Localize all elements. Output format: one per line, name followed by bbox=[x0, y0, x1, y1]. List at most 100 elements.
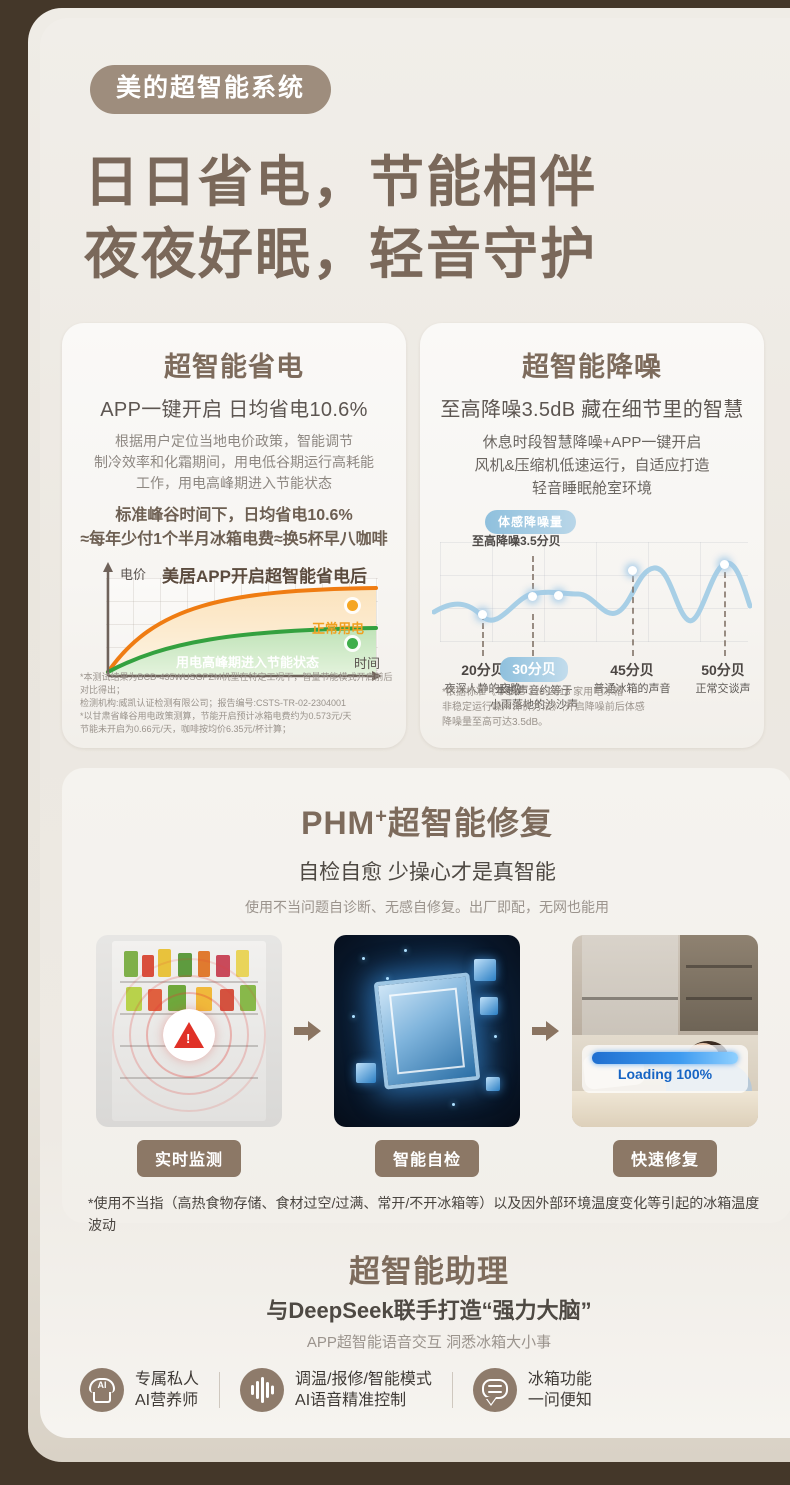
noise-tick-2 bbox=[532, 556, 534, 598]
card-power-saving: 超智能省电 APP一键开启 日均省电10.6% 根据用户定位当地电价政策，智能调… bbox=[62, 323, 406, 748]
feature-divider-1 bbox=[219, 1372, 221, 1408]
loading-label: Loading 100% bbox=[617, 1066, 713, 1082]
card-power-title: 超智能省电 bbox=[164, 352, 304, 382]
card-noise-subtitle: 至高降噪3.5dB 藏在细节里的智慧 bbox=[440, 399, 744, 421]
chart-y-label: 电价 bbox=[120, 567, 147, 582]
card-power-highlight: 标准峰谷时间下，日均省电10.6% ≈每年少付1个半月冰箱电费≈换5杯早八咖啡 bbox=[62, 504, 406, 552]
noise-value-3: 50分贝 bbox=[701, 662, 745, 678]
noise-tick-3 bbox=[532, 614, 534, 656]
noise-label-0: 20分贝 夜深人静的夜晚 bbox=[435, 660, 531, 696]
chip-illustration bbox=[373, 972, 481, 1090]
noise-level-chart: 体感降噪量 至高降噪3.5分贝 20分贝 夜深人静的夜晚 bbox=[432, 510, 752, 712]
arrow-right-icon bbox=[294, 1018, 322, 1044]
feature-fridge-qa-text: 冰箱功能 一问便知 bbox=[528, 1369, 592, 1411]
chart-x-label: 时间 bbox=[353, 656, 380, 671]
chart-svg bbox=[103, 562, 382, 681]
feature-0-line-1: 专属私人 bbox=[135, 1371, 200, 1388]
noise-tick-1 bbox=[482, 614, 484, 656]
feature-voice-control[interactable]: 调温/报修/智能模式 AI语音精准控制 bbox=[240, 1368, 432, 1412]
noise-label-2: 45分贝 普通冰箱的声音 bbox=[584, 660, 680, 696]
assistant-description: APP超智能语音交互 洞悉冰箱大小事 bbox=[306, 1334, 552, 1351]
content-sheet: 美的超智能系统 日日省电，节能相伴 夜夜好眠，轻音守护 超智能省电 APP一键开… bbox=[40, 18, 790, 1438]
noise-tick-5 bbox=[724, 572, 726, 656]
noise-node-30a bbox=[528, 592, 537, 601]
legend-normal-usage: 正常用电 bbox=[311, 621, 364, 636]
noise-caption-1: 本机声音约等于 小雨落地的沙沙声 bbox=[490, 685, 578, 711]
series-endpoint-green bbox=[347, 638, 358, 649]
noise-node-20 bbox=[478, 610, 487, 619]
phm-title-rest: 超智能修复 bbox=[387, 805, 553, 841]
hero-line-1: 日日省电，节能相伴 bbox=[84, 151, 598, 213]
noise-node-30b bbox=[554, 591, 563, 600]
phm-subtitle: 自检自愈 少操心才是真智能 bbox=[298, 861, 556, 884]
feature-fridge-qa[interactable]: 冰箱功能 一问便知 bbox=[472, 1368, 592, 1412]
phm-caption-self-check: 智能自检 bbox=[374, 1140, 479, 1177]
noise-node-45 bbox=[628, 566, 637, 575]
hero-line-2: 夜夜好眠，轻音守护 bbox=[84, 223, 598, 285]
chat-bubble-icon bbox=[472, 1368, 517, 1412]
noise-tick-4 bbox=[632, 576, 634, 656]
assistant-features-row: AI 专属私人 AI营养师 调温/报修/智能模式 AI语音精准控制 bbox=[80, 1368, 780, 1412]
phm-captions-row: 实时监测 智能自检 快速修复 bbox=[62, 1140, 790, 1177]
noise-badge: 体感降噪量 bbox=[485, 510, 577, 534]
phm-caption-monitoring: 实时监测 bbox=[136, 1140, 241, 1177]
power-price-chart: 电价 美居APP开启超智能省电后 时间 正常用电 用电高峰期进入节能状态 bbox=[84, 560, 384, 692]
noise-node-50 bbox=[720, 560, 729, 569]
feature-0-line-2: AI营养师 bbox=[135, 1392, 199, 1409]
arrow-right-icon-2 bbox=[532, 1018, 560, 1044]
noise-label-3: 50分贝 正常交谈声 bbox=[675, 660, 764, 696]
assistant-subtitle: 与DeepSeek联手打造“强力大脑” bbox=[266, 1298, 592, 1323]
phm-caption-repair: 快速修复 bbox=[612, 1140, 717, 1177]
series-endpoint-orange bbox=[347, 600, 358, 611]
progress-bar bbox=[592, 1052, 738, 1064]
loading-overlay: Loading 100% bbox=[582, 1045, 748, 1093]
noise-chart-grid bbox=[440, 542, 748, 642]
alert-icon bbox=[163, 1008, 215, 1061]
noise-value-0: 20分贝 bbox=[461, 662, 505, 678]
noise-wave-svg bbox=[432, 560, 752, 624]
noise-caption-2: 普通冰箱的声音 bbox=[593, 683, 671, 695]
chart-title: 美居APP开启超智能省电后 bbox=[162, 567, 367, 586]
card-noise-title: 超智能降噪 bbox=[522, 352, 662, 382]
card-power-description: 根据用户定位当地电价政策，智能调节 制冷效率和化霜期间，用电低谷期运行高耗能 工… bbox=[94, 433, 374, 491]
highlight-line-2: ≈每年少付1个半月冰箱电费≈换5杯早八咖啡 bbox=[80, 531, 388, 548]
noise-caption-3: 正常交谈声 bbox=[695, 683, 751, 695]
phm-title: PHM+超智能修复 bbox=[62, 768, 790, 844]
card-noise-description: 休息时段智慧降噪+APP一键开启 风机&压缩机低速运行，自适应打造 轻音睡眠舱室… bbox=[474, 434, 710, 497]
legend-eco-state: 用电高峰期进入节能状态 bbox=[176, 655, 320, 670]
highlight-line-1: 标准峰谷时间下，日均省电10.6% bbox=[115, 507, 353, 524]
sound-wave-icon bbox=[240, 1368, 285, 1412]
phm-description: 使用不当问题自诊断、无感自修复。出厂即配，无网也能用 bbox=[245, 899, 609, 915]
phm-title-prefix: PHM bbox=[301, 805, 376, 841]
kitchen-cabinet bbox=[680, 935, 758, 1031]
noise-value-2: 45分贝 bbox=[610, 662, 654, 678]
card-power-footnote: *本测试结果为BCD-435WUSGPZM机型在特定工况下，智量节能模式开启前后… bbox=[80, 672, 393, 734]
page-panel: 美的超智能系统 日日省电，节能相伴 夜夜好眠，轻音守护 超智能省电 APP一键开… bbox=[28, 8, 790, 1462]
noise-caption-0: 夜深人静的夜晚 bbox=[444, 683, 522, 695]
card-noise-footnote: *依据标准《T/CAS 320-2018 家用电冰箱 非稳定运行噪声评价方法》,… bbox=[442, 687, 645, 728]
phm-image-monitoring bbox=[96, 935, 282, 1127]
feature-voice-control-text: 调温/报修/智能模式 AI语音精准控制 bbox=[295, 1369, 432, 1411]
phm-title-sup: + bbox=[375, 805, 388, 828]
feature-1-line-1: 调温/报修/智能模式 bbox=[295, 1371, 432, 1388]
feature-2-line-2: 一问便知 bbox=[527, 1392, 592, 1409]
brand-badge: 美的超智能系统 bbox=[90, 65, 332, 114]
feature-ai-nutritionist-text: 专属私人 AI营养师 bbox=[135, 1369, 199, 1411]
phm-image-self-check bbox=[334, 935, 520, 1127]
phm-image-repair: Loading 100% bbox=[572, 935, 758, 1127]
ai-chef-hat-icon: AI bbox=[80, 1368, 124, 1412]
phm-steps-row: Loading 100% bbox=[62, 935, 790, 1127]
feature-divider-2 bbox=[451, 1372, 453, 1408]
blanket bbox=[572, 1091, 758, 1127]
noise-label-1: 30分贝 本机声音约等于 小雨落地的沙沙声 bbox=[486, 657, 582, 712]
card-noise-reduction: 超智能降噪 至高降噪3.5dB 藏在细节里的智慧 休息时段智慧降噪+APP一键开… bbox=[420, 323, 764, 748]
noise-value-1: 30分贝 bbox=[500, 657, 568, 682]
assistant-title: 超智能助理 bbox=[349, 1254, 509, 1289]
phm-note: *使用不当指（高热食物存储、食材过空/过满、常开/不开冰箱等）以及因外部环境温度… bbox=[88, 1195, 760, 1233]
feature-ai-nutritionist[interactable]: AI 专属私人 AI营养师 bbox=[80, 1368, 199, 1412]
feature-cards-row: 超智能省电 APP一键开启 日均省电10.6% 根据用户定位当地电价政策，智能调… bbox=[62, 323, 790, 748]
phm-section: PHM+超智能修复 自检自愈 少操心才是真智能 使用不当问题自诊断、无感自修复。… bbox=[62, 768, 790, 1233]
feature-2-line-1: 冰箱功能 bbox=[527, 1371, 592, 1388]
feature-1-line-2: AI语音精准控制 bbox=[295, 1392, 407, 1409]
page-title: 日日省电，节能相伴 夜夜好眠，轻音守护 bbox=[84, 146, 597, 290]
